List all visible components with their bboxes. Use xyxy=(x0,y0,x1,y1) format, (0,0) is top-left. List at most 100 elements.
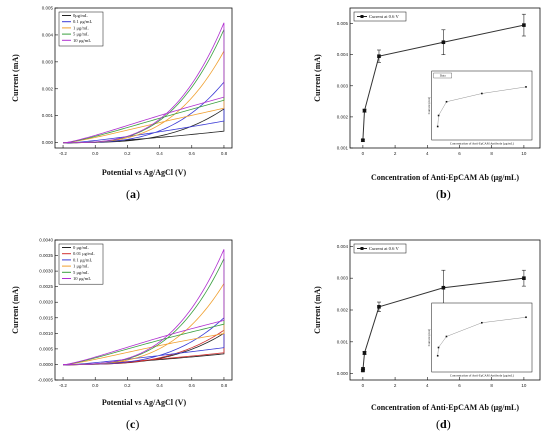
chart-d: 0 2 4 6 8 10 0.000 0.001 0.002 0.003 0.004 Concentr… xyxy=(313,239,541,431)
x-tick-label: 0 xyxy=(362,151,365,156)
panel-label-open: ( xyxy=(126,417,130,431)
y-tick-label: 0.004 xyxy=(42,32,54,37)
x-tick-label: 6 xyxy=(458,383,461,388)
inset-x-label: Concentration of Anti-EpCAM Antibody (μg… xyxy=(450,374,514,378)
x-tick-label: 0.8 xyxy=(221,383,228,388)
legend-box xyxy=(353,11,407,22)
x-tick-label: 0.4 xyxy=(156,383,163,388)
y-tick-label: 0.004 xyxy=(337,52,349,57)
inset-y-label: Current (mA) xyxy=(427,329,431,346)
y-tick-label: 0.002 xyxy=(337,308,349,313)
plot-frame xyxy=(54,239,233,381)
inset-point xyxy=(436,125,439,128)
inset-y-label: Current (mA) xyxy=(427,97,431,114)
panel-label-close: ) xyxy=(447,187,451,201)
y-tick-label: 0.0035 xyxy=(39,253,53,258)
legend-label: 0.1 μg/mL xyxy=(73,257,92,262)
data-point xyxy=(377,305,381,309)
data-point xyxy=(522,276,526,280)
legend-label: 10 μg/mL xyxy=(73,38,91,43)
x-tick-label: 4 xyxy=(426,383,429,388)
x-tick-label: 6 xyxy=(458,151,461,156)
y-tick-label: 0.002 xyxy=(337,114,349,119)
y-axis-label: Current (mA) xyxy=(313,286,322,334)
y-tick-label: 0.0005 xyxy=(39,346,53,351)
panel-label: (c) xyxy=(126,417,139,431)
x-axis-label: Potential vs Ag/AgCl (V) xyxy=(102,168,187,177)
panel-label-open: ( xyxy=(126,187,130,201)
x-tick-label: 10 xyxy=(521,383,527,388)
y-tick-label: 0.0015 xyxy=(39,315,53,320)
panel-label-open: ( xyxy=(436,417,440,431)
x-tick-label: 0.0 xyxy=(92,151,99,156)
panel-label-letter: d xyxy=(440,417,447,431)
x-tick-label: 2 xyxy=(394,383,397,388)
inset-legend-label: Data xyxy=(440,74,447,78)
y-tick-label: 0.003 xyxy=(42,59,54,64)
panel-label-letter: b xyxy=(440,187,447,201)
y-tick-label: 0.003 xyxy=(337,83,349,88)
y-tick-label: 0.001 xyxy=(42,113,54,118)
x-tick-label: 0.4 xyxy=(156,151,163,156)
panel-label-close: ) xyxy=(447,417,451,431)
legend-label: 0 μg/mL xyxy=(73,245,89,250)
inset-point xyxy=(437,114,440,117)
inset-legend-box xyxy=(433,72,452,79)
chart-a: -0.2 0.0 0.2 0.4 0.6 0.8 0.000 0.001 0.002 0.003 0… xyxy=(11,6,233,201)
x-tick-label: 0.6 xyxy=(189,383,196,388)
y-tick-label: 0.0020 xyxy=(39,300,53,305)
x-tick-label: 0.6 xyxy=(189,151,196,156)
inset-point xyxy=(481,321,483,324)
y-tick-label: 0.0030 xyxy=(39,269,53,274)
legend-box xyxy=(353,243,407,254)
y-tick-label: 0.003 xyxy=(337,276,349,281)
legend-label: 0.1 μg/mL xyxy=(73,19,92,24)
x-tick-label: 4 xyxy=(426,151,429,156)
panel-label-close: ) xyxy=(136,187,140,201)
x-axis-label: Concentration of Anti-EpCAM Ab (μg/mL) xyxy=(371,403,519,412)
x-tick-label: 8 xyxy=(490,151,493,156)
y-axis-label: Current (mA) xyxy=(313,54,322,102)
y-tick-label: 0.001 xyxy=(337,146,349,151)
x-axis-label: Concentration of Anti-EpCAM Ab (μg/mL) xyxy=(371,173,519,182)
data-point xyxy=(362,108,367,113)
cv-curve xyxy=(63,316,225,366)
x-tick-label: 10 xyxy=(521,151,527,156)
y-axis-label: Current (mA) xyxy=(11,54,20,102)
x-tick-label: 8 xyxy=(490,383,493,388)
panel-label-open: ( xyxy=(436,187,440,201)
inset-point xyxy=(525,86,527,88)
y-tick-label: 0.002 xyxy=(42,86,54,91)
inset-point xyxy=(481,92,483,95)
x-axis-label: Potential vs Ag/AgCl (V) xyxy=(102,398,187,407)
inset-point xyxy=(437,346,440,349)
data-point xyxy=(522,23,526,27)
inset-frame xyxy=(431,302,533,373)
panel-label: (a) xyxy=(126,187,140,201)
legend-label: 0.01 μg/mL xyxy=(73,251,95,256)
panel-label-close: ) xyxy=(135,417,139,431)
legend-box xyxy=(58,243,104,285)
y-tick-label: 0.0000 xyxy=(39,362,53,367)
legend-label: 10 μg/mL xyxy=(73,276,91,281)
data-point xyxy=(361,138,365,143)
x-tick-label: 2 xyxy=(394,151,397,156)
cv-curve xyxy=(62,22,225,144)
legend-label: Current at 0.6 V xyxy=(369,14,399,19)
legend-label: 1 μg/mL xyxy=(73,25,89,30)
panel-label: (d) xyxy=(436,417,451,431)
y-tick-label: 0.005 xyxy=(337,21,349,26)
y-tick-label: 0.0040 xyxy=(39,238,53,243)
data-point xyxy=(441,285,446,290)
inset-point xyxy=(525,316,527,319)
panel-label: (b) xyxy=(436,187,451,201)
y-tick-label: 0.004 xyxy=(337,244,349,249)
chart-c: -0.2 0.0 0.2 0.4 0.6 0.8 -0.0005 0.0000 0.0005 0.… xyxy=(11,238,233,431)
chart-b: 0 2 4 6 8 10 0.001 0.002 0.003 0.004 0.005 Concentr… xyxy=(313,7,541,201)
x-tick-label: -0.2 xyxy=(59,383,67,388)
inset-point xyxy=(436,354,439,357)
inset-point xyxy=(445,335,448,338)
y-tick-label: 0.0025 xyxy=(39,284,53,289)
x-tick-label: 0.0 xyxy=(92,383,99,388)
